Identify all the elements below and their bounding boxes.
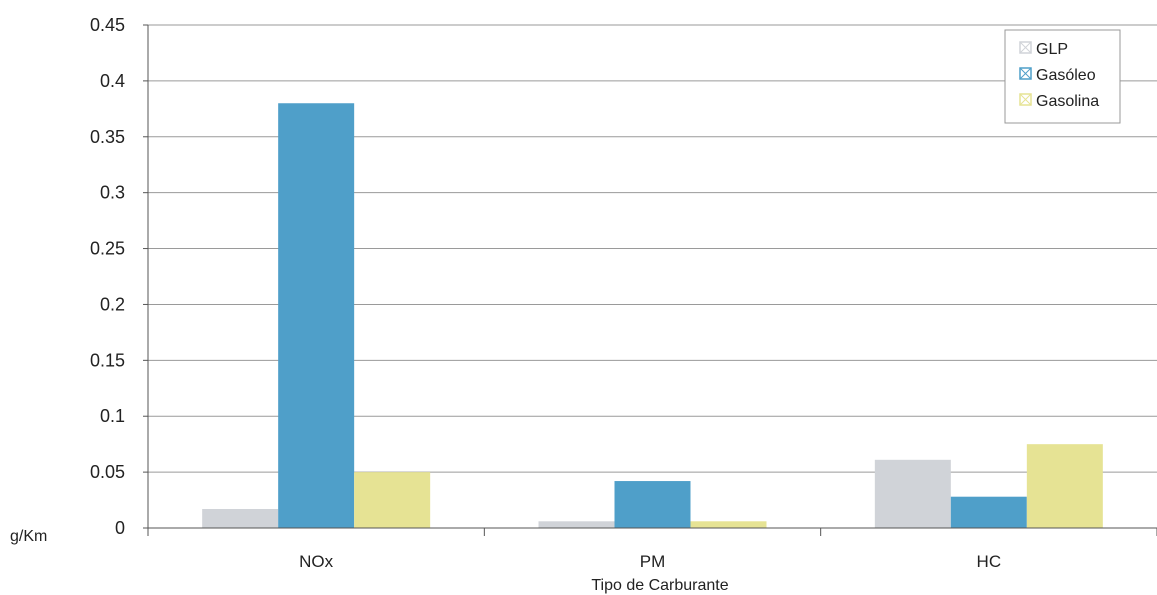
y-tick-label: 0.3 (100, 183, 125, 203)
legend-item: Gasóleo (1019, 67, 1096, 84)
x-tick-labels: NOx PM HC (147, 528, 1157, 571)
y-tick-label: 0.35 (90, 127, 125, 147)
y-tick-label: 0.05 (90, 462, 125, 482)
legend-label: GLP (1036, 41, 1068, 58)
x-axis-title: Tipo de Carburante (591, 577, 728, 594)
bar-glp-pm (538, 521, 615, 528)
legend-swatch-mark (1019, 41, 1032, 54)
bar-gasóleo-hc (950, 496, 1027, 528)
axes (147, 25, 1157, 529)
y-tick-labels: 0 0.05 0.1 0.15 0.2 0.25 0.3 0.35 0.4 0.45 (90, 15, 148, 538)
legend-swatch-mark (1019, 93, 1032, 106)
x-tick-label: HC (977, 552, 1002, 571)
y-tick-label: 0.15 (90, 350, 125, 370)
y-tick-label: 0.25 (90, 239, 125, 259)
y-tick-label: 0 (115, 518, 125, 538)
x-tick-label: NOx (299, 552, 334, 571)
bar-gasolina-nox (354, 472, 431, 528)
y-tick-label: 0.4 (100, 71, 125, 91)
legend-label: Gasóleo (1036, 67, 1096, 84)
legend: GLP Gasóleo Gasolina (1004, 29, 1121, 124)
legend-item: GLP (1019, 41, 1068, 58)
legend-label: Gasolina (1036, 93, 1099, 110)
legend-swatch-mark (1019, 67, 1032, 80)
y-tick-label: 0.45 (90, 15, 125, 35)
bar-glp-hc (874, 459, 951, 528)
legend-item: Gasolina (1019, 93, 1099, 110)
y-axis-title: g/Km (10, 528, 47, 545)
bar-gasolina-pm (690, 521, 767, 528)
bars (202, 103, 1103, 528)
y-tick-label: 0.2 (100, 294, 125, 314)
x-tick-label: PM (640, 552, 666, 571)
bar-glp-nox (202, 508, 279, 528)
y-tick-label: 0.1 (100, 406, 125, 426)
bar-gasóleo-pm (614, 481, 691, 528)
bar-gasolina-hc (1026, 444, 1103, 528)
bar-gasóleo-nox (278, 103, 355, 528)
